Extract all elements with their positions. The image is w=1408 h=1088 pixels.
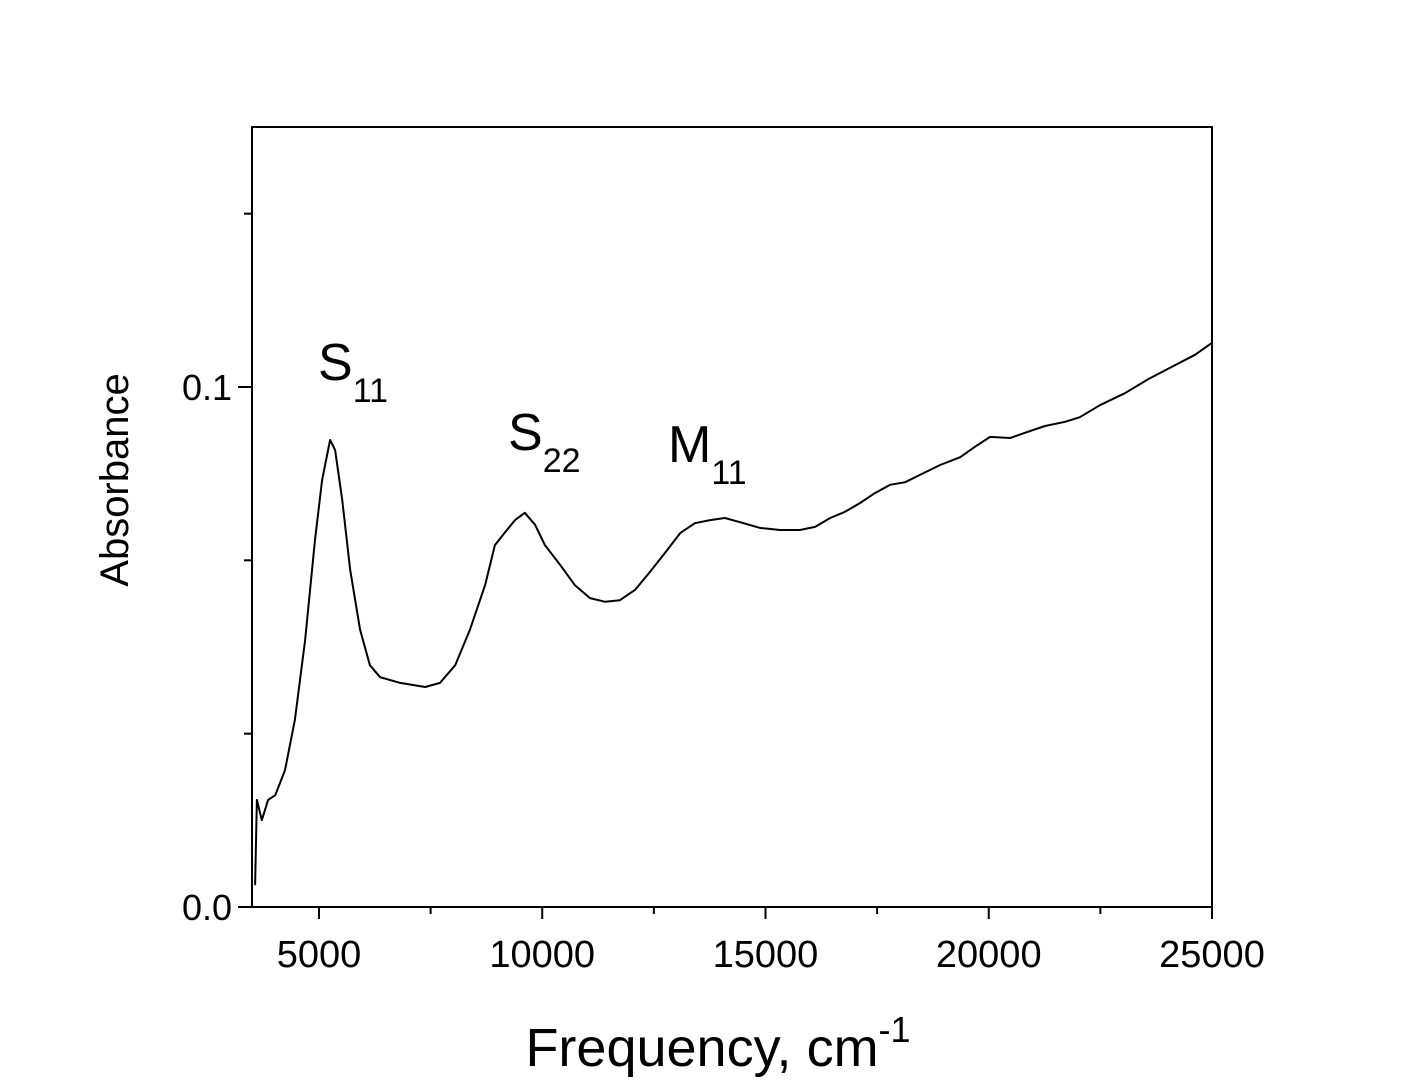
annotation: S22 [508, 404, 581, 480]
x-tick-label: 20000 [936, 934, 1042, 976]
x-tick-label: 5000 [277, 934, 362, 976]
y-tick-label: 0.1 [182, 367, 232, 408]
data-line [254, 341, 1213, 886]
annotation-subscript: 11 [353, 372, 388, 410]
x-axis-label-text: Frequency, cm [525, 1018, 878, 1078]
annotation-subscript: 22 [543, 442, 581, 480]
x-axis-label: Frequency, cm-1 [525, 1009, 910, 1078]
annotation-text: S [318, 334, 353, 392]
annotation-text: S [508, 404, 543, 462]
annotation-text: M [668, 416, 711, 474]
annotation: S11 [318, 334, 388, 410]
x-tick-label: 25000 [1159, 934, 1265, 976]
x-axis-label-superscript: -1 [879, 1009, 911, 1050]
plot-frame [251, 126, 1213, 908]
annotation-subscript: 11 [711, 454, 746, 492]
annotation: M11 [668, 416, 747, 492]
y-tick-label: 0.0 [182, 887, 232, 928]
y-axis-label: Absorbance [93, 373, 137, 586]
x-tick-label: 10000 [489, 934, 595, 976]
x-tick-label: 15000 [713, 934, 819, 976]
